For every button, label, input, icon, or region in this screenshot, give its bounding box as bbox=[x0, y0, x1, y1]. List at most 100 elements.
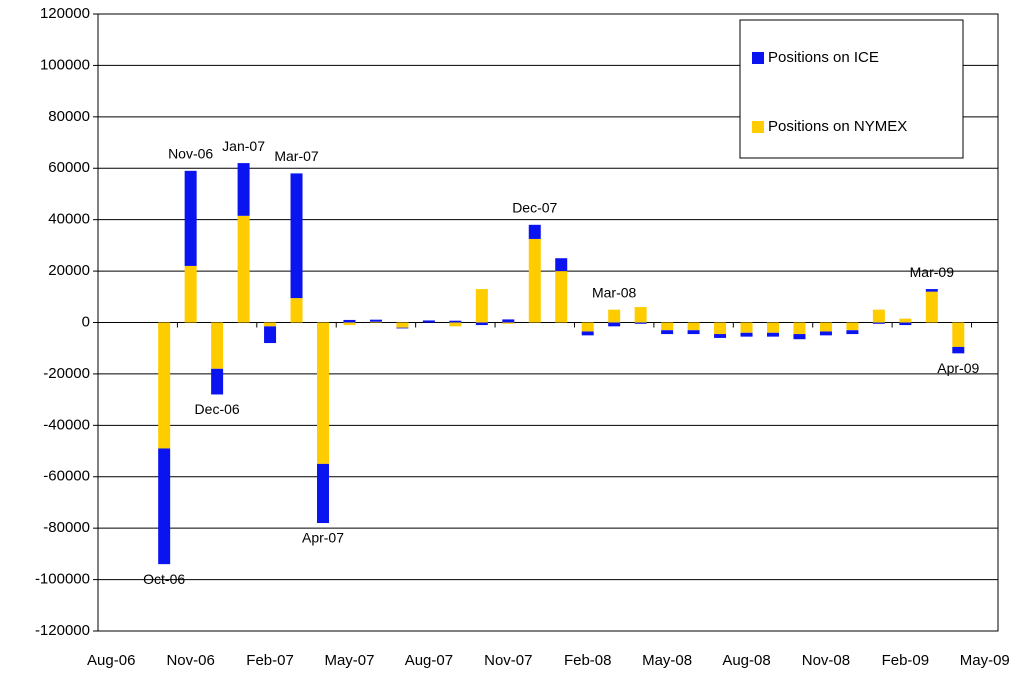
x-tick-label: Nov-07 bbox=[484, 652, 532, 669]
bar bbox=[317, 463, 329, 524]
bar bbox=[343, 322, 356, 326]
bar bbox=[819, 331, 832, 336]
legend-swatch bbox=[752, 121, 764, 133]
y-tick-label: -40000 bbox=[43, 416, 90, 433]
bar bbox=[634, 322, 647, 324]
y-tick-label: -80000 bbox=[43, 519, 90, 536]
legend-label: Positions on ICE bbox=[768, 49, 879, 66]
bar bbox=[422, 320, 435, 323]
bar bbox=[846, 322, 859, 331]
y-tick-label: 40000 bbox=[48, 211, 90, 228]
x-tick-label: Aug-06 bbox=[87, 652, 135, 669]
x-tick-label: Feb-08 bbox=[564, 652, 612, 669]
x-tick-label: May-09 bbox=[960, 652, 1010, 669]
bar bbox=[714, 322, 727, 335]
bar bbox=[608, 322, 621, 327]
y-tick-label: 60000 bbox=[48, 159, 90, 176]
bar-label: Mar-08 bbox=[592, 284, 637, 300]
bar bbox=[687, 330, 700, 335]
bar-label: Mar-09 bbox=[910, 264, 955, 280]
bar bbox=[952, 346, 965, 354]
bar-label: Mar-07 bbox=[274, 148, 319, 164]
bar bbox=[343, 319, 356, 323]
legend-label: Positions on NYMEX bbox=[768, 118, 907, 135]
bar-label: Oct-06 bbox=[143, 571, 185, 587]
legend-swatch bbox=[752, 52, 764, 64]
bar bbox=[502, 319, 515, 323]
bar bbox=[793, 334, 806, 340]
bar bbox=[793, 322, 806, 335]
bar bbox=[317, 322, 329, 464]
bar-label: Apr-09 bbox=[937, 360, 979, 376]
bar bbox=[290, 173, 303, 299]
bar bbox=[475, 289, 488, 323]
bar bbox=[872, 309, 885, 323]
y-tick-label: -120000 bbox=[35, 622, 90, 639]
bar bbox=[872, 322, 885, 324]
bar bbox=[528, 224, 541, 239]
bar bbox=[767, 332, 779, 337]
y-tick-label: 100000 bbox=[40, 56, 90, 73]
bar bbox=[264, 322, 277, 327]
bar bbox=[264, 326, 277, 344]
bar bbox=[925, 289, 938, 292]
x-tick-label: May-08 bbox=[642, 652, 692, 669]
bar bbox=[211, 322, 224, 369]
x-tick-label: May-07 bbox=[324, 652, 374, 669]
y-tick-label: -60000 bbox=[43, 468, 90, 485]
bar bbox=[555, 258, 568, 272]
bar bbox=[581, 331, 594, 336]
bar bbox=[608, 309, 621, 323]
bar bbox=[528, 238, 541, 323]
bar bbox=[396, 322, 409, 328]
bar bbox=[952, 322, 965, 347]
bar bbox=[819, 322, 832, 332]
bar bbox=[899, 318, 912, 323]
x-tick-label: Aug-08 bbox=[722, 652, 770, 669]
bar bbox=[184, 265, 197, 323]
bar bbox=[925, 291, 938, 323]
bar bbox=[899, 322, 912, 326]
bar bbox=[740, 332, 753, 337]
bar bbox=[237, 215, 250, 323]
bar bbox=[714, 334, 727, 338]
bar-label: Dec-06 bbox=[195, 401, 240, 417]
bar-label: Jan-07 bbox=[222, 138, 265, 154]
bar bbox=[634, 307, 647, 323]
bar-label: Nov-06 bbox=[168, 146, 213, 162]
bar bbox=[661, 330, 674, 335]
bar bbox=[767, 322, 779, 333]
x-tick-label: Nov-06 bbox=[166, 652, 214, 669]
bar bbox=[158, 322, 171, 449]
bar bbox=[396, 327, 409, 329]
bar-label: Dec-07 bbox=[512, 200, 557, 216]
bar bbox=[211, 368, 224, 395]
x-tick-label: Nov-08 bbox=[802, 652, 850, 669]
bar bbox=[449, 320, 462, 323]
y-tick-label: 0 bbox=[82, 313, 90, 330]
y-tick-label: 120000 bbox=[40, 5, 90, 22]
bar bbox=[740, 322, 753, 333]
y-tick-label: -20000 bbox=[43, 365, 90, 382]
legend-box bbox=[739, 19, 964, 159]
bar bbox=[449, 322, 462, 327]
bar bbox=[555, 271, 568, 323]
bar bbox=[369, 321, 382, 323]
x-tick-label: Feb-09 bbox=[882, 652, 930, 669]
bar bbox=[369, 319, 382, 322]
x-tick-label: Aug-07 bbox=[405, 652, 453, 669]
bar bbox=[846, 330, 859, 335]
bar bbox=[184, 170, 197, 266]
y-tick-label: 80000 bbox=[48, 108, 90, 125]
y-tick-label: 20000 bbox=[48, 262, 90, 279]
x-tick-label: Feb-07 bbox=[246, 652, 294, 669]
bar bbox=[237, 163, 250, 216]
y-tick-label: -100000 bbox=[35, 571, 90, 588]
bar bbox=[687, 322, 700, 331]
bar bbox=[290, 298, 303, 323]
bar-label: Apr-07 bbox=[302, 530, 344, 546]
bar bbox=[502, 322, 515, 324]
bar bbox=[158, 448, 171, 565]
bar bbox=[661, 322, 674, 331]
